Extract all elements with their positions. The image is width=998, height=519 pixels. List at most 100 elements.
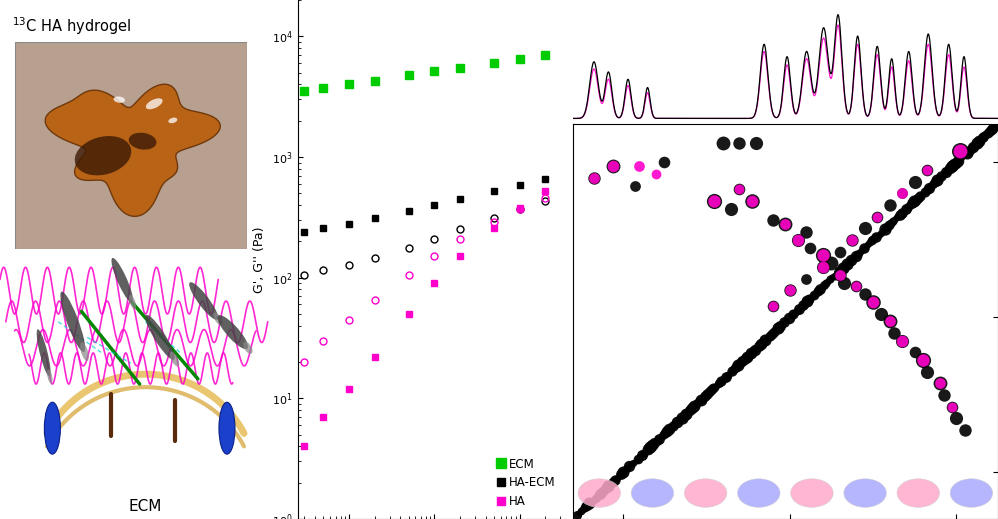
Point: [809, 287, 825, 295]
Point: [886, 329, 902, 337]
Point: [672, 416, 688, 424]
Point: [674, 414, 690, 422]
Point: [732, 185, 748, 194]
Ellipse shape: [685, 479, 727, 508]
Ellipse shape: [790, 479, 833, 508]
Point: [802, 243, 818, 252]
Point: [797, 298, 813, 307]
Point: [715, 139, 731, 147]
Point: [745, 347, 760, 356]
Ellipse shape: [214, 312, 223, 325]
Point: [596, 486, 612, 494]
Point: [691, 398, 707, 406]
Point: [919, 186, 935, 194]
Point: [657, 429, 673, 438]
Point: [963, 145, 979, 153]
Point: [586, 496, 602, 504]
Point: [676, 412, 692, 420]
Point: [751, 342, 767, 350]
Point: [780, 314, 796, 322]
Point: [649, 437, 665, 445]
Point: [793, 303, 809, 311]
Point: [628, 182, 644, 190]
Point: [695, 394, 711, 402]
Point: [664, 424, 680, 432]
Point: [777, 220, 793, 228]
Point: [739, 353, 754, 361]
Point: [655, 431, 671, 440]
Point: [893, 209, 909, 217]
Point: [678, 409, 694, 418]
Ellipse shape: [146, 315, 175, 360]
Point: [986, 124, 998, 132]
Point: [710, 380, 726, 389]
Point: [869, 212, 885, 221]
Point: [732, 185, 748, 194]
Point: [708, 383, 724, 391]
Point: [931, 174, 947, 182]
Ellipse shape: [578, 479, 621, 508]
Point: [919, 166, 935, 174]
Point: [638, 447, 654, 455]
Y-axis label: G', G'' (Pa): G', G'' (Pa): [253, 226, 266, 293]
Point: [592, 489, 608, 498]
Point: [632, 162, 648, 170]
Point: [707, 197, 723, 205]
Point: [643, 443, 659, 451]
Point: [619, 464, 635, 472]
Point: [722, 369, 738, 377]
Point: [984, 125, 998, 133]
Point: [703, 386, 719, 394]
Point: [632, 453, 648, 461]
Point: [670, 417, 686, 426]
Point: [835, 264, 851, 272]
Ellipse shape: [112, 258, 133, 303]
Point: [868, 233, 884, 241]
Point: [980, 129, 996, 138]
Ellipse shape: [897, 479, 939, 508]
Point: [786, 308, 802, 317]
Point: [898, 205, 914, 213]
Point: [927, 178, 943, 186]
Point: [666, 421, 682, 430]
Point: [915, 356, 931, 364]
Point: [611, 472, 627, 480]
Point: [849, 250, 865, 258]
Point: [948, 414, 964, 422]
Point: [844, 236, 860, 244]
Point: [856, 224, 872, 233]
Point: [630, 455, 646, 463]
Point: [647, 439, 663, 447]
Point: [900, 203, 916, 211]
Point: [925, 180, 941, 188]
Point: [645, 441, 661, 449]
Point: [824, 274, 840, 282]
Point: [575, 505, 591, 513]
Point: [820, 277, 836, 285]
Point: [724, 204, 740, 213]
Point: [957, 426, 973, 434]
Point: [605, 478, 621, 486]
Point: [776, 318, 792, 326]
Point: [844, 236, 860, 244]
Point: [764, 302, 780, 310]
Point: [975, 133, 991, 141]
Point: [767, 326, 783, 334]
Point: [737, 355, 752, 363]
Point: [613, 470, 629, 479]
Point: [912, 192, 928, 200]
Point: [753, 339, 769, 348]
Point: [952, 155, 968, 163]
Point: [889, 213, 905, 221]
Point: [894, 336, 910, 345]
Point: [573, 507, 589, 515]
Point: [807, 289, 823, 297]
Point: [954, 153, 970, 161]
Ellipse shape: [244, 342, 252, 354]
Point: [685, 404, 701, 412]
Point: [944, 402, 960, 411]
Point: [781, 286, 797, 294]
Point: [940, 166, 956, 174]
Point: [789, 236, 805, 244]
Ellipse shape: [129, 295, 136, 309]
